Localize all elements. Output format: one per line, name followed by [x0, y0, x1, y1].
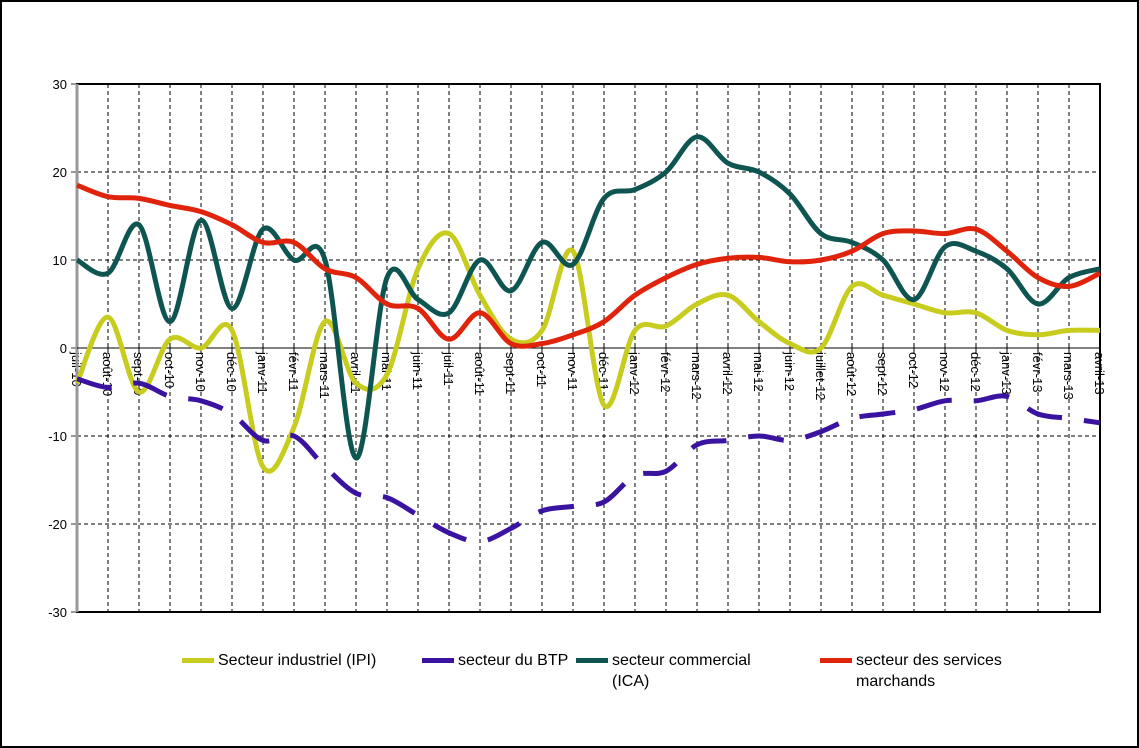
x-tick-label: févr-12 — [658, 352, 673, 392]
x-tick-label: mars-11 — [317, 352, 332, 399]
x-tick-label: mars-13 — [1061, 352, 1076, 400]
x-tick-label: juillet-12 — [813, 351, 828, 400]
y-tick-label: 0 — [60, 341, 67, 356]
legend-item: Secteur industriel (IPI) — [182, 650, 422, 671]
legend-swatch — [576, 658, 608, 663]
x-tick-label: janv-12 — [627, 351, 642, 395]
x-tick-label: déc-12 — [968, 352, 983, 392]
x-tick-label: août-11 — [472, 352, 487, 395]
y-tick-label: -20 — [48, 517, 67, 532]
legend-swatch — [182, 658, 214, 663]
x-tick-label: mai-12 — [751, 352, 766, 392]
legend-label: secteur du BTP — [458, 652, 569, 669]
x-tick-label: oct-12 — [906, 352, 921, 388]
series-line — [76, 182, 1102, 349]
x-tick-label: nov-10 — [193, 352, 208, 392]
x-tick-label: févr-11 — [286, 352, 301, 392]
y-tick-label: 30 — [53, 77, 67, 92]
x-tick-label: sept-12 — [875, 352, 890, 395]
x-tick-label: sept-11 — [503, 352, 518, 394]
x-tick-label: avril-12 — [720, 352, 735, 395]
x-tick-label: oct-10 — [162, 352, 177, 388]
x-tick-label: mars-12 — [689, 352, 704, 400]
x-tick-label: oct-11 — [534, 352, 549, 387]
legend-swatch — [422, 658, 454, 663]
series-line — [74, 230, 1101, 474]
legend-swatch — [820, 658, 852, 663]
series-line — [76, 376, 1101, 545]
x-tick-label: janv-13 — [999, 351, 1014, 395]
x-tick-label: nov-12 — [937, 352, 952, 392]
legend-label: Secteur industriel (IPI) — [218, 652, 377, 669]
legend-label: secteur commercial (ICA) — [612, 652, 751, 690]
x-tick-label: nov-11 — [565, 352, 580, 391]
x-tick-label: févr-13 — [1030, 352, 1045, 392]
x-tick-label: déc-11 — [596, 352, 611, 391]
x-tick-label: juil-11 — [441, 351, 456, 386]
x-tick-label: juin-11 — [410, 351, 425, 390]
x-tick-label: juin-12 — [782, 351, 797, 391]
x-tick-label: déc-10 — [224, 352, 239, 392]
y-tick-label: -30 — [48, 605, 67, 620]
x-tick-label: janv-11 — [255, 351, 270, 394]
legend-item: secteur des services marchands — [820, 650, 1050, 692]
y-tick-label: 10 — [53, 253, 67, 268]
legend-item: secteur commercial (ICA) — [576, 650, 791, 692]
series-line — [75, 134, 1101, 461]
legend-label: secteur des services marchands — [856, 652, 1002, 690]
legend-item: secteur du BTP — [422, 650, 582, 671]
x-tick-label: août-12 — [844, 352, 859, 396]
y-tick-label: 20 — [53, 165, 67, 180]
y-tick-label: -10 — [48, 429, 67, 444]
